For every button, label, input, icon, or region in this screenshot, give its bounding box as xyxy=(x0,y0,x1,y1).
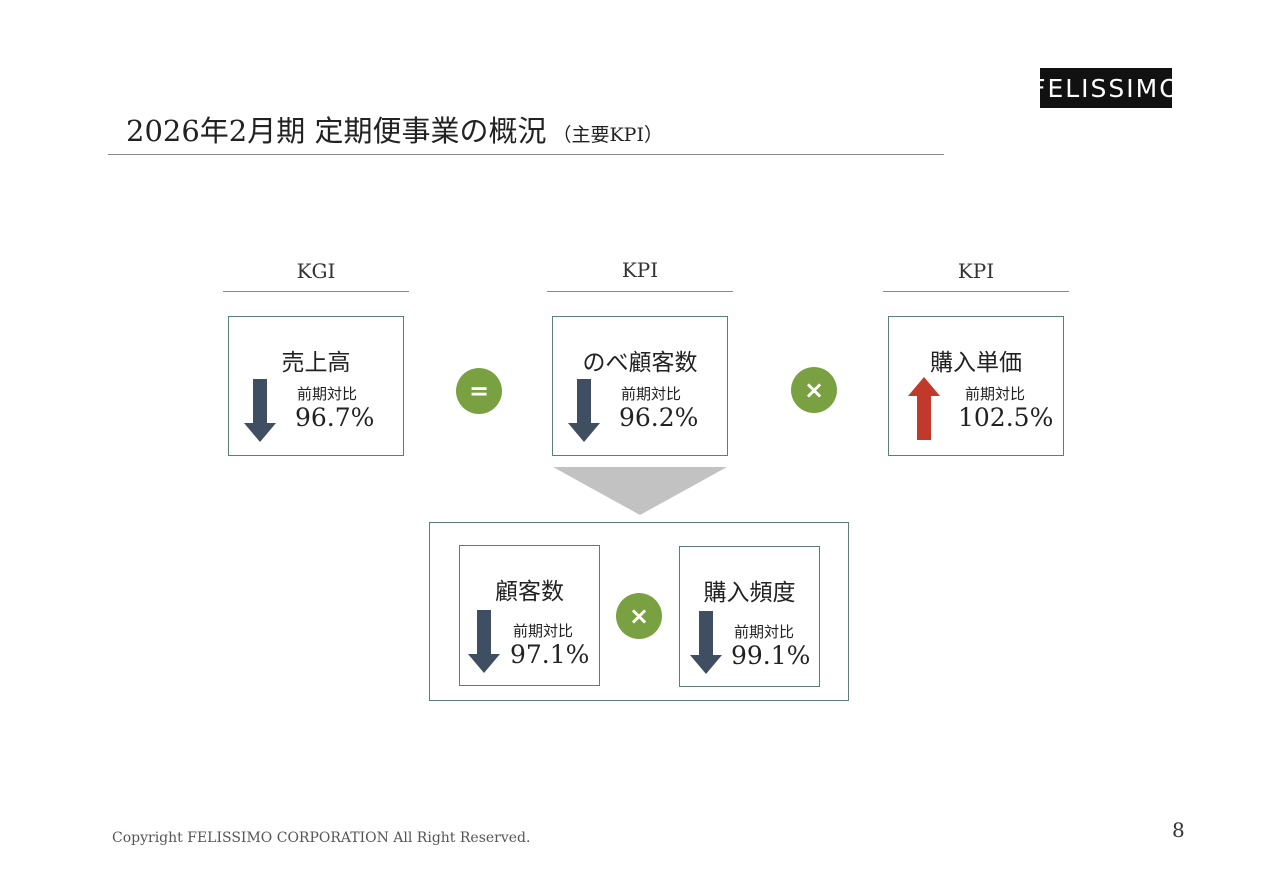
card-customers-total-label: 前期対比 xyxy=(621,385,682,403)
down-arrow-icon xyxy=(568,379,600,442)
down-arrow-icon xyxy=(244,379,276,442)
card-frequency-title: 購入頻度 xyxy=(703,580,796,606)
card-frequency-value: 99.1% xyxy=(731,641,811,670)
multiply-operator-icon: × xyxy=(791,367,837,413)
title-divider xyxy=(108,154,944,155)
card-customers-total-value: 96.2% xyxy=(619,403,699,432)
card-sales-title: 売上高 xyxy=(281,350,351,376)
card-customers-total: のべ顧客数 前期対比 96.2% xyxy=(552,316,728,456)
page-title: 2026年2月期 定期便事業の概況 （主要KPI） xyxy=(126,108,663,150)
column-head-kgi: KGI xyxy=(296,259,336,283)
down-arrow-icon xyxy=(468,610,500,673)
column-rule-kpi-price xyxy=(883,291,1069,292)
card-customers-total-title: のべ顧客数 xyxy=(582,350,698,376)
copyright-footer: Copyright FELISSIMO CORPORATION All Righ… xyxy=(112,830,531,846)
down-arrow-icon xyxy=(690,611,722,674)
card-unit-price-value: 102.5% xyxy=(958,403,1054,432)
column-head-kpi-price: KPI xyxy=(957,259,995,283)
card-customers-value: 97.1% xyxy=(510,640,590,669)
card-sales-label: 前期対比 xyxy=(297,385,358,403)
page-title-sub: （主要KPI） xyxy=(552,124,663,146)
breakdown-triangle-icon xyxy=(553,467,727,515)
card-customers-label: 前期対比 xyxy=(513,622,574,640)
column-rule-kgi xyxy=(223,291,409,292)
felissimo-logo: FELISSIMO xyxy=(1031,68,1179,108)
card-frequency-label: 前期対比 xyxy=(734,623,795,641)
card-unit-price-title: 購入単価 xyxy=(930,350,1022,376)
column-rule-kpi-customers xyxy=(547,291,733,292)
column-head-kpi-customers: KPI xyxy=(621,258,659,282)
page-number: 8 xyxy=(1172,818,1185,842)
card-frequency: 購入頻度 前期対比 99.1% xyxy=(679,546,820,687)
equals-operator-icon: = xyxy=(456,368,502,414)
card-unit-price: 購入単価 前期対比 102.5% xyxy=(888,316,1064,456)
card-customers: 顧客数 前期対比 97.1% xyxy=(459,545,600,686)
card-unit-price-label: 前期対比 xyxy=(965,385,1026,403)
multiply-operator-icon: × xyxy=(616,593,662,639)
page-title-main: 2026年2月期 定期便事業の概況 xyxy=(126,114,547,148)
card-customers-title: 顧客数 xyxy=(495,579,564,605)
card-sales-value: 96.7% xyxy=(295,403,375,432)
card-sales: 売上高 前期対比 96.7% xyxy=(228,316,404,456)
up-arrow-icon xyxy=(908,377,940,440)
